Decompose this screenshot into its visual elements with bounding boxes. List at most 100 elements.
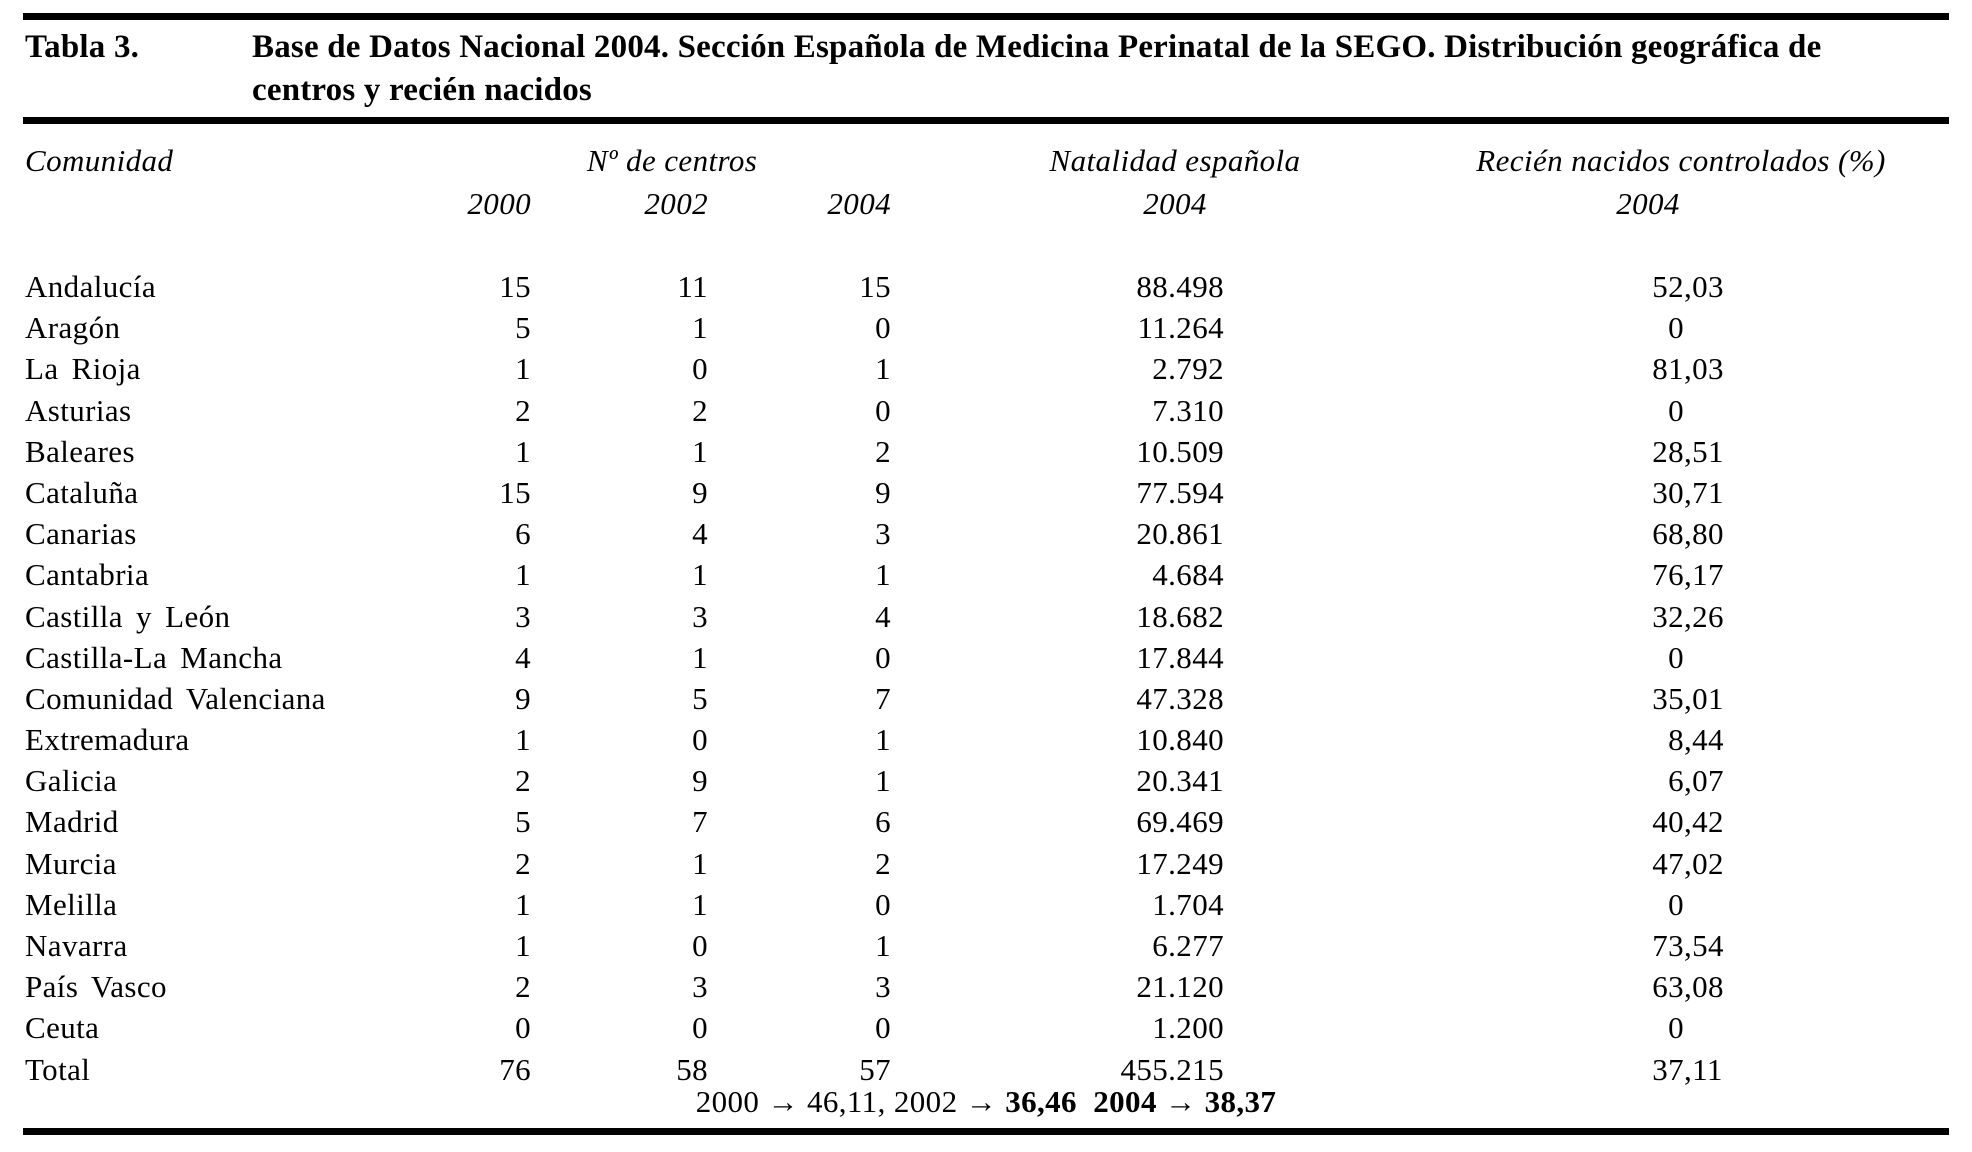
- column-header-controlled-year: 2004: [1616, 186, 1680, 221]
- controlled-pct-decimal: [1684, 637, 1734, 678]
- centers-2004-cell: 57: [859, 1051, 891, 1087]
- centers-2002-cell: 0: [692, 722, 708, 758]
- centers-2000-cell: 3: [515, 598, 531, 634]
- column-header-controlled: Recién nacidos controlados (%): [1476, 143, 1886, 178]
- centers-2004-cell: 0: [875, 310, 891, 346]
- footer-segment: 36,46: [1005, 1084, 1077, 1119]
- centers-2004-cell: 0: [875, 1010, 891, 1046]
- table-row: Castilla y León 3 3 4 18.682 32 ,26: [0, 596, 1972, 637]
- centers-2000-cell: 2: [515, 845, 531, 881]
- natality-2004-cell: 77.594: [1136, 474, 1224, 510]
- controlled-pct-cell: 28: [1652, 433, 1684, 469]
- footer-segment: 2000 → 46,11, 2002 →: [695, 1084, 1006, 1119]
- table-row: Galicia 2 9 1 20.341 6 ,07: [0, 760, 1972, 801]
- centers-2000-cell: 1: [515, 351, 531, 387]
- community-cell: Asturias: [25, 392, 132, 428]
- centers-2004-cell: 15: [859, 269, 891, 304]
- centers-2002-cell: 0: [692, 1010, 708, 1046]
- community-cell: Extremadura: [25, 722, 190, 758]
- controlled-pct-decimal: ,01: [1684, 680, 1724, 716]
- column-header-community: Comunidad: [25, 143, 174, 178]
- centers-2004-cell: 4: [875, 598, 891, 634]
- controlled-pct-decimal: [1684, 884, 1734, 925]
- column-header-year-2004: 2004: [827, 186, 891, 221]
- centers-2002-cell: 1: [692, 433, 708, 469]
- natality-2004-cell: 10.509: [1136, 433, 1224, 469]
- natality-2004-cell: 1.200: [1152, 1010, 1224, 1046]
- centers-2000-cell: 2: [515, 969, 531, 1005]
- centers-2002-cell: 1: [692, 557, 708, 593]
- natality-2004-cell: 17.844: [1136, 639, 1224, 675]
- controlled-pct-cell: 81: [1652, 351, 1684, 387]
- centers-2002-cell: 11: [677, 269, 708, 304]
- centers-2004-cell: 0: [875, 886, 891, 922]
- centers-2004-cell: 1: [875, 351, 891, 387]
- community-cell: Murcia: [25, 845, 117, 881]
- controlled-pct-cell: 6: [1668, 763, 1684, 799]
- table-row: Castilla-La Mancha 4 1 0 17.844 0: [0, 637, 1972, 678]
- centers-2000-cell: 1: [515, 557, 531, 593]
- controlled-pct-decimal: [1684, 307, 1734, 348]
- natality-2004-cell: 4.684: [1152, 557, 1224, 593]
- controlled-pct-decimal: ,71: [1684, 474, 1724, 510]
- natality-2004-cell: 21.120: [1136, 969, 1224, 1005]
- table-footer-summary: 2000 → 46,11, 2002 → 36,46 2004 → 38,37: [0, 1085, 1972, 1119]
- community-cell: Canarias: [25, 516, 137, 552]
- table-row: Baleares 1 1 2 10.509 28 ,51: [0, 431, 1972, 472]
- table-row: País Vasco 2 3 3 21.120 63 ,08: [0, 966, 1972, 1007]
- community-cell: Baleares: [25, 433, 135, 469]
- controlled-pct-cell: 76: [1652, 557, 1684, 593]
- controlled-pct-cell: 32: [1652, 598, 1684, 634]
- bottom-rule: [23, 1128, 1949, 1135]
- community-cell: Navarra: [25, 928, 128, 963]
- controlled-pct-cell: 63: [1652, 969, 1684, 1005]
- natality-2004-cell: 6.277: [1152, 928, 1224, 963]
- column-header-centers-group: Nº de centros: [586, 143, 758, 178]
- controlled-pct-cell: 40: [1652, 804, 1684, 840]
- centers-2002-cell: 1: [692, 886, 708, 922]
- centers-2004-cell: 0: [875, 392, 891, 428]
- table-body: Andalucía 15 11 15 88.498 52 ,03 Aragón …: [0, 266, 1972, 1090]
- natality-2004-cell: 1.704: [1152, 886, 1224, 922]
- controlled-pct-decimal: ,80: [1684, 516, 1724, 552]
- controlled-pct-cell: 8: [1668, 722, 1684, 758]
- controlled-pct-decimal: ,42: [1684, 804, 1724, 840]
- community-cell: Total: [25, 1051, 91, 1087]
- table-row: Aragón 5 1 0 11.264 0: [0, 307, 1972, 348]
- controlled-pct-decimal: ,08: [1684, 969, 1724, 1005]
- controlled-pct-cell: 0: [1668, 392, 1684, 428]
- centers-2000-cell: 5: [515, 310, 531, 346]
- centers-2004-cell: 0: [875, 639, 891, 675]
- natality-2004-cell: 18.682: [1136, 598, 1224, 634]
- centers-2000-cell: 6: [515, 516, 531, 552]
- controlled-pct-cell: 37: [1652, 1051, 1684, 1087]
- community-cell: País Vasco: [25, 969, 167, 1005]
- table-row: La Rioja 1 0 1 2.792 81 ,03: [0, 348, 1972, 389]
- natality-2004-cell: 10.840: [1136, 722, 1224, 758]
- natality-2004-cell: 455.215: [1120, 1051, 1224, 1087]
- controlled-pct-decimal: [1684, 390, 1734, 431]
- table-caption: Tabla 3. Base de Datos Nacional 2004. Se…: [25, 26, 1955, 112]
- controlled-pct-decimal: [1684, 1007, 1734, 1048]
- natality-2004-cell: 7.310: [1152, 392, 1224, 428]
- table-row: Asturias 2 2 0 7.310 0: [0, 390, 1972, 431]
- controlled-pct-cell: 0: [1668, 1010, 1684, 1046]
- controlled-pct-cell: 35: [1652, 680, 1684, 716]
- centers-2000-cell: 15: [499, 269, 531, 304]
- centers-2002-cell: 7: [692, 804, 708, 840]
- community-cell: Comunidad Valenciana: [25, 680, 326, 716]
- controlled-pct-decimal: ,03: [1684, 269, 1724, 304]
- controlled-pct-cell: 68: [1652, 516, 1684, 552]
- centers-2002-cell: 2: [692, 392, 708, 428]
- table-row: Murcia 2 1 2 17.249 47 ,02: [0, 843, 1972, 884]
- centers-2004-cell: 2: [875, 845, 891, 881]
- centers-2000-cell: 1: [515, 433, 531, 469]
- table-title-line-1: Base de Datos Nacional 2004. Sección Esp…: [252, 29, 1822, 65]
- controlled-pct-decimal: ,17: [1684, 557, 1724, 593]
- centers-2002-cell: 3: [692, 969, 708, 1005]
- controlled-pct-cell: 30: [1652, 474, 1684, 510]
- top-rule: [23, 13, 1949, 20]
- centers-2004-cell: 3: [875, 969, 891, 1005]
- controlled-pct-cell: 0: [1668, 639, 1684, 675]
- header-rule: [23, 117, 1949, 124]
